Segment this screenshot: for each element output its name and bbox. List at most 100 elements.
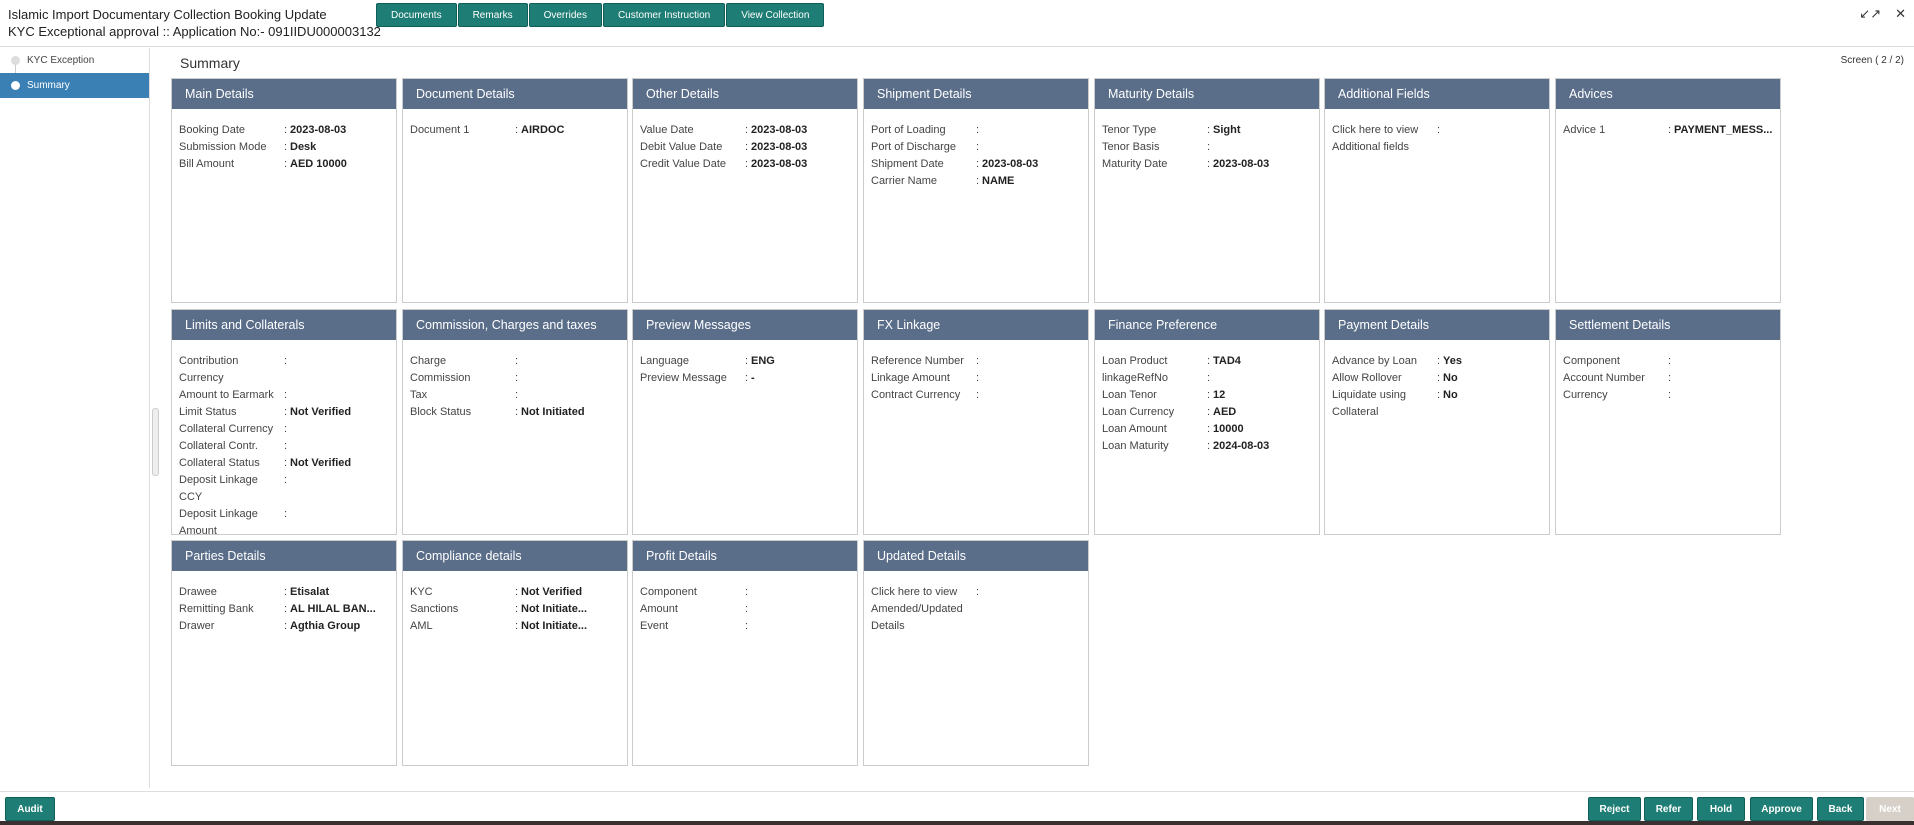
field-label[interactable]: Click here to view Amended/Updated Detai… bbox=[871, 586, 963, 632]
field-value: Not Verified bbox=[290, 406, 352, 418]
approve-button[interactable]: Approve bbox=[1750, 797, 1813, 821]
field-row: Advice 1: PAYMENT_MESS... bbox=[1563, 122, 1780, 139]
field-value bbox=[982, 584, 1088, 635]
field-row: Sanctions: Not Initiate... bbox=[410, 601, 627, 618]
field-label: Tenor Type bbox=[1102, 124, 1157, 136]
step-dot-icon bbox=[11, 56, 20, 65]
field-label: Account Number bbox=[1563, 372, 1645, 384]
card-main-details: Main Details Booking Date:2023-08-03 Submi… bbox=[171, 78, 397, 303]
bottom-bar bbox=[0, 821, 1914, 825]
card-limits-and-collaterals: Limits and Collaterals Contribution Curre… bbox=[171, 309, 397, 537]
field-row: Carrier Name: NAME bbox=[871, 173, 1088, 190]
card-finance-preference: Finance Preference Loan Product: TAD4 linka… bbox=[1094, 309, 1320, 535]
field-row: Charge: bbox=[410, 353, 627, 370]
field-label: Booking Date bbox=[179, 124, 246, 136]
close-icon[interactable]: ✕ bbox=[1895, 6, 1906, 21]
card-other-details: Other Details Value Date:2023-08-03 Debit … bbox=[632, 78, 858, 303]
scrollbar[interactable] bbox=[152, 408, 159, 476]
card-settlement-details: Settlement Details Component: Account Numb… bbox=[1555, 309, 1781, 535]
field-value: AIRDOC bbox=[521, 124, 565, 136]
field-value bbox=[290, 506, 396, 540]
field-value: Not Initiate... bbox=[521, 603, 587, 615]
screen-indicator: Screen ( 2 / 2) bbox=[1840, 55, 1904, 66]
application-subtitle: KYC Exceptional approval :: Application … bbox=[8, 24, 381, 39]
view-collection-button[interactable]: View Collection bbox=[726, 3, 825, 27]
field-value: 2023-08-03 bbox=[982, 158, 1039, 170]
field-row: Amount to Earmark: bbox=[179, 387, 396, 404]
field-row[interactable]: Click here to view Amended/Updated Detai… bbox=[871, 584, 1088, 635]
field-value: No bbox=[1443, 372, 1458, 384]
field-label: Drawer bbox=[179, 620, 215, 632]
field-value: 2023-08-03 bbox=[290, 124, 347, 136]
remarks-button[interactable]: Remarks bbox=[457, 3, 528, 27]
field-label: Deposit Linkage CCY bbox=[179, 474, 258, 503]
field-label: Tenor Basis bbox=[1102, 141, 1160, 153]
field-row: Liquidate using Collateral: No bbox=[1332, 387, 1549, 421]
top-toolbar: Documents Remarks Overrides Customer Ins… bbox=[376, 3, 825, 27]
field-row: Linkage Amount: bbox=[871, 370, 1088, 387]
field-value bbox=[982, 353, 1088, 370]
documents-button[interactable]: Documents bbox=[376, 3, 457, 27]
field-value bbox=[1213, 139, 1319, 156]
field-value: AED 10000 bbox=[290, 158, 347, 170]
field-row: Value Date:2023-08-03 bbox=[640, 122, 857, 139]
field-label: Reference Number bbox=[871, 355, 964, 367]
card-title: Profit Details bbox=[633, 541, 857, 571]
card-shipment-details: Shipment Details Port of Loading: Port of … bbox=[863, 78, 1089, 303]
field-label: Currency bbox=[1563, 389, 1608, 401]
card-title: FX Linkage bbox=[864, 310, 1088, 340]
field-row: Document 1: AIRDOC bbox=[410, 122, 627, 139]
sidebar-item-summary[interactable]: Summary bbox=[0, 73, 149, 98]
card-title: Settlement Details bbox=[1556, 310, 1780, 340]
card-title: Parties Details bbox=[172, 541, 396, 571]
field-value bbox=[1213, 370, 1319, 387]
field-row: Contract Currency: bbox=[871, 387, 1088, 404]
field-row: Collateral Currency: bbox=[179, 421, 396, 438]
overrides-button[interactable]: Overrides bbox=[528, 3, 602, 27]
field-value: Agthia Group bbox=[290, 620, 361, 632]
field-row: Advance by Loan: Yes bbox=[1332, 353, 1549, 370]
field-row: Bill Amount: AED 10000 bbox=[179, 156, 396, 173]
hold-button[interactable]: Hold bbox=[1697, 797, 1745, 821]
field-value: 2023-08-03 bbox=[751, 141, 808, 153]
field-value bbox=[751, 584, 857, 601]
field-label: Preview Message bbox=[640, 372, 727, 384]
audit-button[interactable]: Audit bbox=[5, 797, 55, 821]
field-row: Component: bbox=[640, 584, 857, 601]
card-title: Payment Details bbox=[1325, 310, 1549, 340]
section-title: Summary bbox=[180, 55, 240, 71]
field-row: Reference Number: bbox=[871, 353, 1088, 370]
field-label: Component bbox=[1563, 355, 1620, 367]
card-title: Maturity Details bbox=[1095, 79, 1319, 109]
reject-button[interactable]: Reject bbox=[1588, 797, 1641, 821]
field-row: Credit Value Date:2023-08-03 bbox=[640, 156, 857, 173]
field-row: Amount: bbox=[640, 601, 857, 618]
field-value bbox=[1443, 122, 1549, 156]
field-label: Advice 1 bbox=[1563, 124, 1606, 136]
field-row: Collateral Status: Not Verified bbox=[179, 455, 396, 472]
field-label[interactable]: Click here to view Additional fields bbox=[1332, 124, 1419, 153]
field-row: Commission: bbox=[410, 370, 627, 387]
field-label: Maturity Date bbox=[1102, 158, 1168, 170]
back-button[interactable]: Back bbox=[1817, 797, 1864, 821]
field-label: Tax bbox=[410, 389, 428, 401]
field-row: Currency: bbox=[1563, 387, 1780, 404]
minimize-icon[interactable]: ↙↗ bbox=[1859, 6, 1882, 21]
sidebar-item-kyc-exception[interactable]: KYC Exception bbox=[0, 48, 149, 73]
card-title: Shipment Details bbox=[864, 79, 1088, 109]
customer-instruction-button[interactable]: Customer Instruction bbox=[602, 3, 726, 27]
field-value bbox=[521, 353, 627, 370]
next-button[interactable]: Next bbox=[1866, 797, 1914, 821]
field-label: Port of Discharge bbox=[871, 141, 956, 153]
field-value: 2024-08-03 bbox=[1213, 440, 1270, 452]
refer-button[interactable]: Refer bbox=[1644, 797, 1693, 821]
field-label: Debit Value Date bbox=[640, 141, 723, 153]
field-label: Block Status bbox=[410, 406, 472, 418]
field-label: Drawee bbox=[179, 586, 217, 598]
page-title: Islamic Import Documentary Collection Bo… bbox=[8, 7, 327, 22]
field-row: linkageRefNo: bbox=[1102, 370, 1319, 387]
field-label: Value Date bbox=[640, 124, 694, 136]
field-row[interactable]: Click here to view Additional fields: bbox=[1332, 122, 1549, 156]
card-title: Other Details bbox=[633, 79, 857, 109]
field-label: Collateral Contr. bbox=[179, 440, 258, 452]
